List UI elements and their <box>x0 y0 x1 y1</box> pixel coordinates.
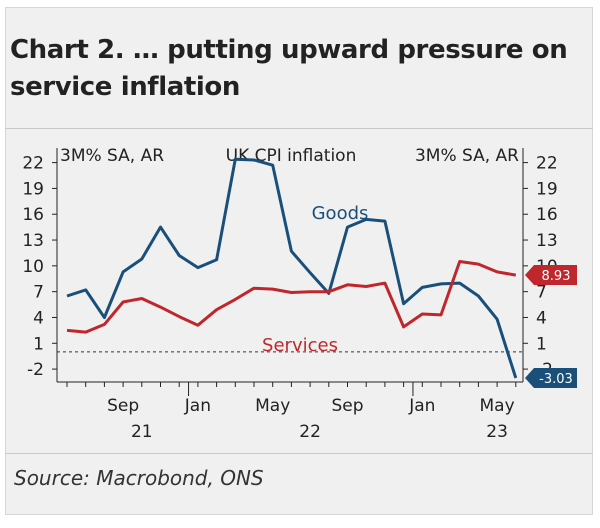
x-tick-label: Sep <box>331 396 363 416</box>
series-line-services <box>66 260 517 334</box>
y-tick-label-right: 1 <box>536 334 547 354</box>
x-tick-label: May <box>255 396 290 416</box>
y-tick-label-right: 22 <box>536 154 558 174</box>
y-tick-label-left: 16 <box>22 205 44 225</box>
y-tick-label-left: 7 <box>33 283 44 303</box>
y-tick-label-left: 22 <box>22 154 44 174</box>
end-value-goods: -3.03 <box>525 367 577 388</box>
year-label: 22 <box>299 422 321 442</box>
end-value-services-bg <box>525 265 577 286</box>
y-tick-label-right: 4 <box>536 308 547 328</box>
end-value-goods-text: -3.03 <box>539 372 573 387</box>
y-tick-label-left: -2 <box>27 360 44 380</box>
y-tick-label-left: 19 <box>22 179 44 199</box>
x-tick-label: May <box>480 396 515 416</box>
year-label: 21 <box>131 422 153 442</box>
x-tick-label: Jan <box>408 396 435 416</box>
source-note: Source: Macrobond, ONS <box>14 466 264 490</box>
y-tick-label-right: 7 <box>536 283 547 303</box>
series-label-services: Services <box>262 335 338 356</box>
series-line-goods <box>66 157 518 379</box>
y-tick-label-right: 13 <box>536 231 558 251</box>
y-tick-label-right: 16 <box>536 205 558 225</box>
year-label: 23 <box>486 422 508 442</box>
x-tick-label: Sep <box>107 396 139 416</box>
y-axis-title-left: 3M% SA, AR <box>60 146 164 166</box>
y-tick-label-left: 1 <box>33 334 44 354</box>
y-tick-label-left: 13 <box>22 231 44 251</box>
end-value-goods-bg <box>525 367 577 388</box>
chart-title: Chart 2. … putting upward pressure on se… <box>10 35 568 102</box>
y-tick-label-right: 19 <box>536 179 558 199</box>
y-tick-label-left: 10 <box>22 257 44 277</box>
y-axis-title-right: 3M% SA, AR <box>415 146 519 166</box>
title-divider <box>5 128 593 129</box>
x-tick-label: Jan <box>184 396 211 416</box>
source-divider <box>5 453 593 454</box>
chart-subtitle: UK CPI inflation <box>226 146 357 166</box>
series-label-goods: Goods <box>312 203 369 224</box>
y-tick-label-left: 4 <box>33 308 44 328</box>
end-value-services-text: 8.93 <box>542 269 571 284</box>
end-value-services: 8.93 <box>525 265 577 286</box>
